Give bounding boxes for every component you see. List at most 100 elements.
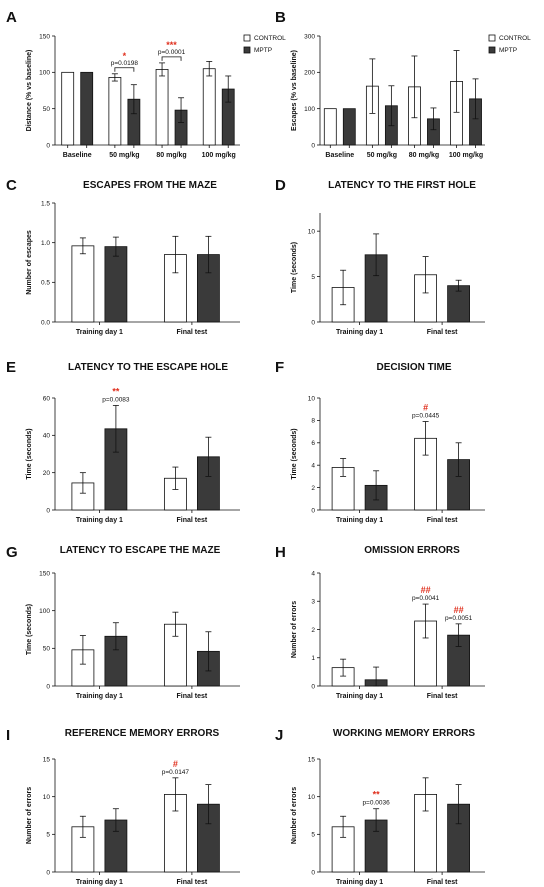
significance-marker: ** xyxy=(373,790,381,800)
x-category-label: Training day 1 xyxy=(76,693,123,700)
x-category-label: Training day 1 xyxy=(336,879,383,886)
panel-letter: D xyxy=(275,177,286,194)
y-tick-label: 0 xyxy=(311,319,315,326)
panel-letter: C xyxy=(6,177,17,194)
y-tick-label: 0 xyxy=(46,507,50,514)
p-value-label: p=0.0147 xyxy=(162,769,190,776)
y-tick-label: 50 xyxy=(43,646,51,653)
panel-letter: E xyxy=(6,359,16,376)
legend-label-mptp: MPTP xyxy=(254,47,272,54)
y-tick-label: 0 xyxy=(46,142,50,149)
legend-swatch-mptp xyxy=(243,46,251,54)
y-tick-label: 0.5 xyxy=(41,280,50,287)
y-tick-label: 40 xyxy=(43,433,51,440)
x-category-label: 50 mg/kg xyxy=(367,152,397,159)
panel-title: LATENCY TO ESCAPE THE MAZE xyxy=(60,545,221,556)
bar-control xyxy=(155,69,169,146)
y-tick-label: 4 xyxy=(311,570,315,577)
y-tick-label: 15 xyxy=(308,756,316,763)
x-category-label: Final test xyxy=(177,517,208,524)
bar-control xyxy=(108,77,122,146)
significance-marker: *** xyxy=(166,40,177,50)
significance-bracket xyxy=(161,56,182,61)
x-category-label: Training day 1 xyxy=(336,329,383,336)
x-category-label: Training day 1 xyxy=(336,693,383,700)
panel-letter: I xyxy=(6,727,10,744)
y-tick-label: 100 xyxy=(39,70,50,77)
y-axis-label: Number of errors xyxy=(291,787,298,844)
p-value-label: p=0.0198 xyxy=(111,60,139,67)
panel-title: DECISION TIME xyxy=(376,362,451,373)
x-category-label: 100 mg/kg xyxy=(202,152,236,159)
x-category-label: 80 mg/kg xyxy=(409,152,439,159)
panel-title: WORKING MEMORY ERRORS xyxy=(333,728,476,739)
y-tick-label: 60 xyxy=(43,395,51,402)
significance-marker: ## xyxy=(454,605,464,615)
y-tick-label: 300 xyxy=(304,33,315,40)
y-axis-label: Escapes (% vs baseline) xyxy=(291,50,298,131)
legend-label-control: CONTROL xyxy=(254,35,286,42)
panel-j: J WORKING MEMORY ERRORS 0 5 10 15 Number of er… xyxy=(275,727,485,886)
y-tick-label: 2 xyxy=(311,485,315,492)
legend-swatch-mptp xyxy=(488,46,496,54)
panel-h: H OMISSION ERRORS 0 1 2 3 4 Number of errors Tra… xyxy=(275,544,485,700)
bar-control xyxy=(71,245,95,323)
bar-mptp xyxy=(80,71,94,146)
legend-label-mptp: MPTP xyxy=(499,47,517,54)
y-axis-label: Distance (% vs baseline) xyxy=(26,50,33,132)
y-tick-label: 0 xyxy=(46,869,50,876)
y-tick-label: 2 xyxy=(311,627,315,634)
panel-title: OMISSION ERRORS xyxy=(364,545,460,556)
p-value-label: p=0.0445 xyxy=(412,413,440,420)
panel-i: I REFERENCE MEMORY ERRORS 0 5 10 15 Number of … xyxy=(6,727,240,886)
y-tick-label: 150 xyxy=(39,570,50,577)
legend-label-control: CONTROL xyxy=(499,35,531,42)
y-axis-label: Number of escapes xyxy=(26,230,33,295)
panel-title: ESCAPES FROM THE MAZE xyxy=(83,180,217,191)
y-axis-label: Time (seconds) xyxy=(291,242,298,293)
y-tick-label: 150 xyxy=(39,33,50,40)
bar-mptp xyxy=(342,108,356,146)
y-axis-label: Time (seconds) xyxy=(26,428,33,479)
x-category-label: Baseline xyxy=(63,152,92,159)
x-category-label: Baseline xyxy=(325,152,354,159)
panel-g: G LATENCY TO ESCAPE THE MAZE 0 50 100 150 Time… xyxy=(6,544,240,700)
x-category-label: 80 mg/kg xyxy=(156,152,186,159)
y-tick-label: 1 xyxy=(311,655,315,662)
y-tick-label: 5 xyxy=(46,832,50,839)
x-category-label: Training day 1 xyxy=(76,879,123,886)
x-category-label: Final test xyxy=(177,879,208,886)
y-tick-label: 200 xyxy=(304,70,315,77)
y-tick-label: 50 xyxy=(43,106,51,113)
panel-c: C ESCAPES FROM THE MAZE 0.0 0.5 1.0 1.5 Number… xyxy=(6,177,240,336)
x-category-label: Training day 1 xyxy=(76,517,123,524)
x-category-label: Final test xyxy=(177,329,208,336)
y-axis-label: Time (seconds) xyxy=(291,428,298,479)
y-tick-label: 100 xyxy=(39,608,50,615)
y-tick-label: 3 xyxy=(311,599,315,606)
y-tick-label: 0 xyxy=(311,683,315,690)
significance-marker: ## xyxy=(421,585,431,595)
x-category-label: Final test xyxy=(427,329,458,336)
legend-swatch-control xyxy=(243,34,251,42)
panel-a: A 0 50 100 150 Distance (% vs baseline) Baseli… xyxy=(6,9,286,159)
x-category-label: Training day 1 xyxy=(76,329,123,336)
significance-marker: # xyxy=(423,403,428,413)
x-category-label: Final test xyxy=(427,517,458,524)
p-value-label: p=0.0001 xyxy=(158,49,186,56)
x-category-label: Final test xyxy=(427,879,458,886)
panel-letter: A xyxy=(6,9,17,26)
y-tick-label: 0 xyxy=(311,869,315,876)
p-value-label: p=0.0051 xyxy=(445,615,473,622)
y-tick-label: 0 xyxy=(311,507,315,514)
y-tick-label: 5 xyxy=(311,832,315,839)
x-category-label: 100 mg/kg xyxy=(449,152,483,159)
y-tick-label: 15 xyxy=(43,756,51,763)
y-tick-label: 20 xyxy=(43,470,51,477)
y-tick-label: 1.0 xyxy=(41,240,50,247)
y-tick-label: 10 xyxy=(308,228,316,235)
y-tick-label: 0.0 xyxy=(41,319,50,326)
p-value-label: p=0.0041 xyxy=(412,595,440,602)
significance-marker: * xyxy=(123,51,127,61)
